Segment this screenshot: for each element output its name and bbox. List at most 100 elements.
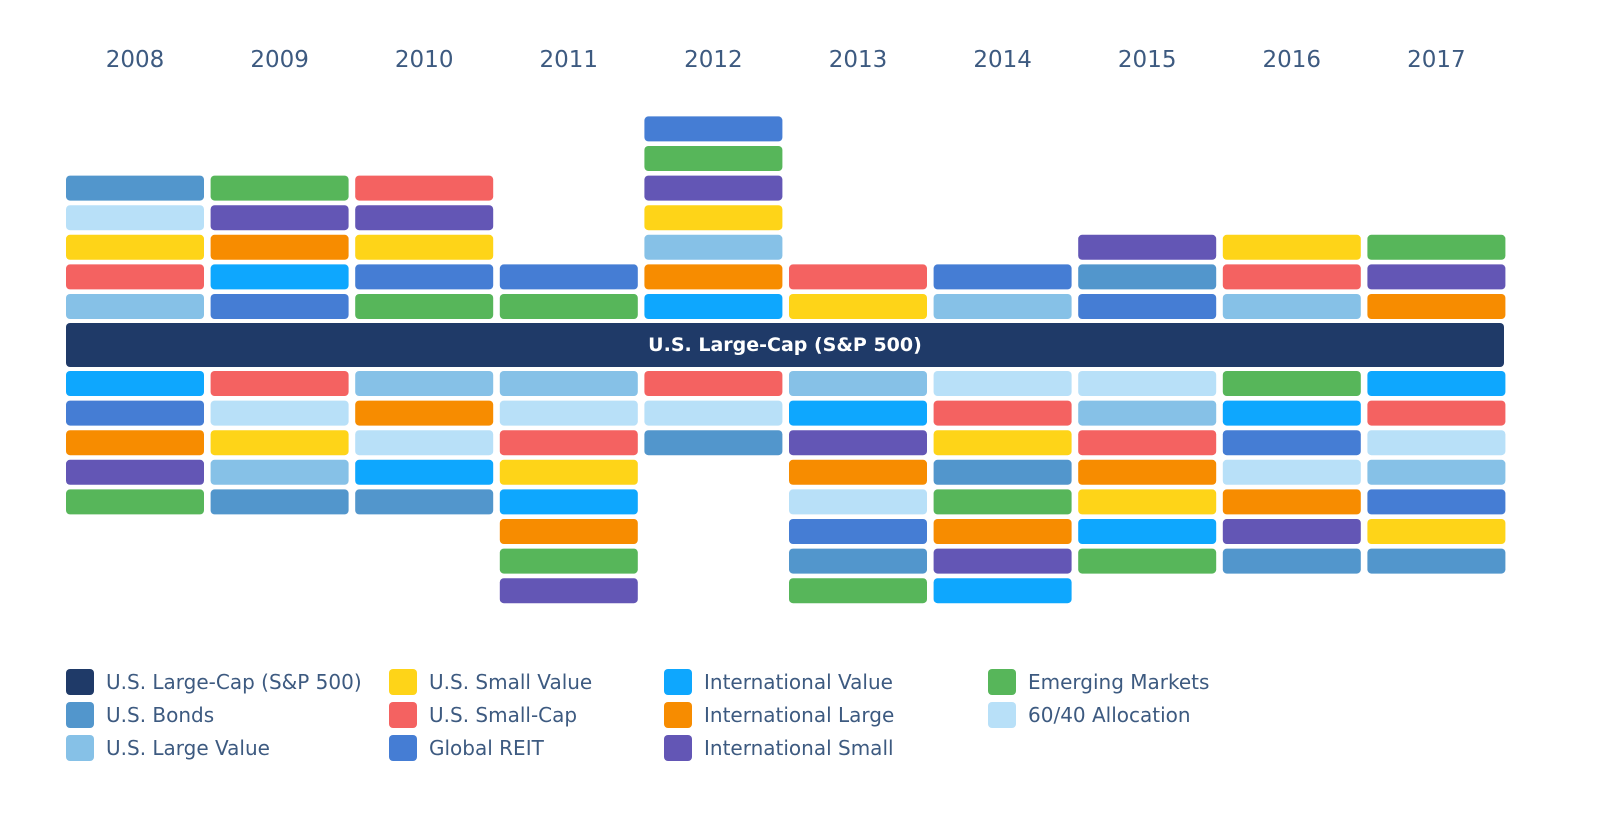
bar-2012-above-international-small [644, 175, 783, 201]
legend-label: Global REIT [429, 736, 544, 760]
year-label-2016: 2016 [1263, 47, 1322, 73]
legend-swatch [66, 702, 94, 728]
bar-2013-below-international-large [789, 459, 927, 485]
bar-2011-below-emerging-markets [499, 548, 638, 574]
bar-2017-below-u-s-small-cap [1367, 400, 1506, 426]
bar-2009-below-u-s-bonds [210, 489, 349, 515]
legend-swatch [664, 735, 692, 761]
bar-2010-above-u-s-small-value [355, 234, 494, 260]
bar-2015-above-global-reit [1078, 294, 1217, 319]
legend-label: U.S. Large Value [106, 736, 270, 760]
bar-2014-above-u-s-large-value [933, 294, 1072, 319]
legend-item-u-s-small-value: U.S. Small Value [389, 668, 592, 696]
bar-2015-below-emerging-markets [1078, 548, 1217, 574]
bar-2013-below-international-value [789, 400, 927, 426]
bar-2012-above-international-value [644, 294, 783, 319]
bar-2009-below-u-s-small-cap [210, 371, 349, 396]
year-label-2013: 2013 [829, 47, 888, 73]
legend-label: Emerging Markets [1028, 670, 1210, 694]
legend-item-u-s-large-value: U.S. Large Value [66, 734, 270, 762]
bar-2015-below-u-s-small-cap [1078, 430, 1217, 456]
bar-2010-below-international-large [355, 400, 494, 426]
bar-2011-below-u-s-small-cap [499, 430, 638, 456]
bar-2014-above-global-reit [933, 264, 1072, 290]
bar-2014-below-u-s-small-value [933, 430, 1072, 456]
bar-2012-above-u-s-small-value [644, 205, 783, 231]
bar-2013-below-emerging-markets [789, 578, 927, 604]
bar-2015-above-international-small [1078, 234, 1217, 260]
bar-2009-above-international-value [210, 264, 349, 290]
legend-swatch [389, 702, 417, 728]
bar-2014-below-u-s-bonds [933, 459, 1072, 485]
bar-2011-below-international-small [499, 578, 638, 604]
bar-2011-below-international-large [499, 519, 638, 544]
bar-2014-below-u-s-small-cap [933, 400, 1072, 426]
bar-2017-below-international-value [1367, 371, 1506, 396]
bar-2008-below-global-reit [66, 400, 204, 426]
bar-2010-above-international-small [355, 205, 494, 231]
bar-2008-above-60-40-allocation [66, 205, 204, 231]
bar-2009-above-international-large [210, 234, 349, 260]
bar-2015-below-international-large [1078, 459, 1217, 485]
bar-2011-above-emerging-markets [499, 294, 638, 319]
bar-2010-above-global-reit [355, 264, 494, 290]
bar-2017-below-u-s-large-value [1367, 459, 1506, 485]
bar-2015-below-u-s-small-value [1078, 489, 1217, 515]
year-label-2009: 2009 [250, 47, 309, 73]
year-label-2012: 2012 [684, 47, 743, 73]
legend-item-international-small: International Small [664, 734, 894, 762]
bar-2017-above-international-large [1367, 294, 1506, 319]
legend-swatch [389, 669, 417, 695]
bar-2014-below-international-large [933, 519, 1072, 544]
legend-item-u-s-bonds: U.S. Bonds [66, 701, 214, 729]
bar-2008-below-emerging-markets [66, 489, 204, 515]
bar-2009-below-u-s-large-value [210, 459, 349, 485]
bar-2016-below-60-40-allocation [1222, 459, 1361, 485]
year-label-2011: 2011 [540, 47, 599, 73]
bar-2013-below-60-40-allocation [789, 489, 927, 515]
bar-2009-below-u-s-small-value [210, 430, 349, 456]
bar-2017-above-international-small [1367, 264, 1506, 290]
bar-2013-below-u-s-large-value [789, 371, 927, 396]
bar-2012-below-u-s-small-cap [644, 371, 783, 396]
bar-2008-below-international-small [66, 459, 204, 485]
bar-2010-below-60-40-allocation [355, 430, 494, 456]
bar-2013-below-global-reit [789, 519, 927, 544]
bar-2014-below-emerging-markets [933, 489, 1072, 515]
legend-swatch [988, 702, 1016, 728]
legend-swatch [66, 669, 94, 695]
bar-2010-above-u-s-small-cap [355, 175, 494, 201]
bar-2009-below-60-40-allocation [210, 400, 349, 426]
legend-label: U.S. Small-Cap [429, 703, 578, 727]
legend-swatch [66, 735, 94, 761]
bar-2011-below-u-s-large-value [499, 371, 638, 396]
bar-2014-below-international-small [933, 548, 1072, 574]
bar-2017-above-emerging-markets [1367, 234, 1506, 260]
year-label-2015: 2015 [1118, 47, 1177, 73]
bar-2017-below-u-s-bonds [1367, 548, 1506, 574]
legend-item-60-40-allocation: 60/40 Allocation [988, 701, 1191, 729]
center-bar-label: U.S. Large-Cap (S&P 500) [648, 334, 922, 356]
legend-swatch [988, 669, 1016, 695]
bar-2008-below-international-large [66, 430, 204, 456]
legend-swatch [664, 669, 692, 695]
bar-2016-below-u-s-bonds [1222, 548, 1361, 574]
bar-2011-above-global-reit [499, 264, 638, 290]
bar-2016-below-international-large [1222, 489, 1361, 515]
bar-2010-below-u-s-large-value [355, 371, 494, 396]
bar-2015-below-u-s-large-value [1078, 400, 1217, 426]
center-bar [66, 323, 1504, 367]
year-label-2010: 2010 [395, 47, 454, 73]
bar-2016-below-emerging-markets [1222, 371, 1361, 396]
year-label-2017: 2017 [1407, 47, 1466, 73]
bar-2008-above-u-s-large-value [66, 294, 204, 319]
legend-label: International Value [704, 670, 893, 694]
bar-2013-above-u-s-small-cap [789, 264, 927, 290]
year-label-2008: 2008 [106, 47, 165, 73]
bar-2012-below-u-s-bonds [644, 430, 783, 456]
bar-2008-below-international-value [66, 371, 204, 396]
legend-swatch [389, 735, 417, 761]
bar-2013-below-u-s-bonds [789, 548, 927, 574]
bar-2016-above-u-s-large-value [1222, 294, 1361, 319]
legend-label: International Large [704, 703, 895, 727]
